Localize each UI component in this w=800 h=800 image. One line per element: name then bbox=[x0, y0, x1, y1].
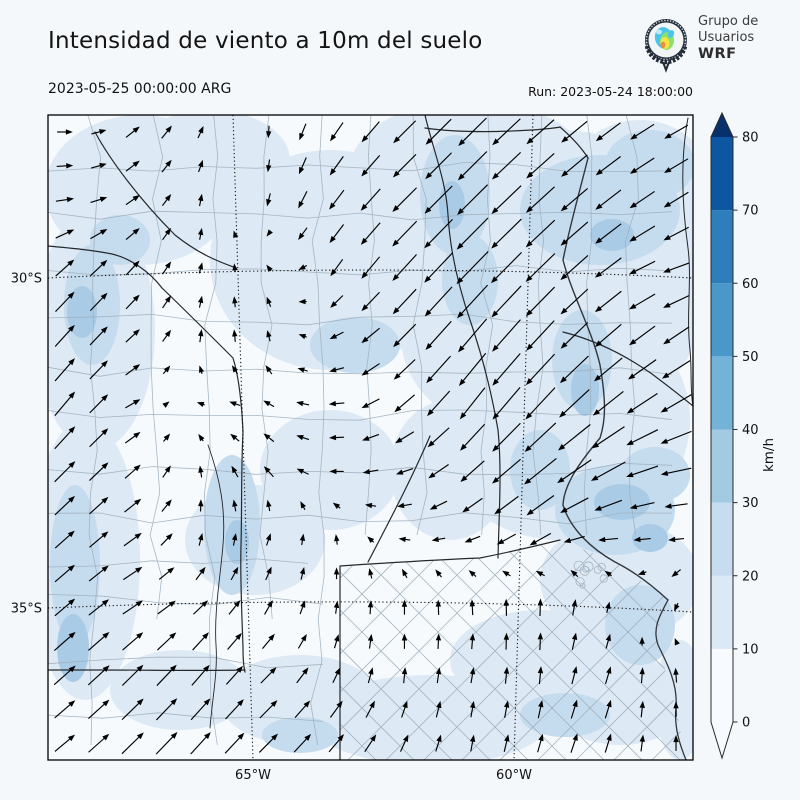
svg-text:60°W: 60°W bbox=[496, 768, 532, 783]
parallel-30s bbox=[48, 269, 693, 279]
latitude-tick-labels: 30°S 35°S bbox=[11, 272, 42, 617]
run-time-label: Run: 2023-05-24 18:00:00 bbox=[528, 84, 693, 99]
svg-text:50: 50 bbox=[742, 350, 759, 365]
page-title: Intensidad de viento a 10m del suelo bbox=[48, 28, 483, 54]
svg-text:30°S: 30°S bbox=[11, 272, 42, 287]
svg-text:0: 0 bbox=[742, 716, 750, 731]
department-boundaries bbox=[48, 115, 673, 746]
valid-time-label: 2023-05-25 00:00:00 ARG bbox=[48, 81, 232, 97]
svg-text:20: 20 bbox=[742, 569, 759, 584]
wind-arrows bbox=[53, 117, 692, 755]
svg-text:35°S: 35°S bbox=[11, 602, 42, 617]
longitude-tick-labels: 65°W 60°W bbox=[235, 768, 532, 783]
logo-line-1: Grupo de bbox=[698, 14, 759, 29]
svg-text:60: 60 bbox=[742, 277, 759, 292]
svg-text:65°W: 65°W bbox=[235, 768, 271, 783]
wrf-group-logo: Grupo de Usuarios WRF bbox=[638, 10, 798, 76]
wrf-logo-emblem-icon bbox=[644, 19, 688, 73]
map-frame bbox=[47, 114, 694, 761]
logo-line-3: WRF bbox=[698, 46, 737, 62]
colorbar: 0 10 20 30 40 50 60 70 80 bbox=[710, 111, 759, 760]
wrf-logo-text: Grupo de Usuarios WRF bbox=[698, 14, 758, 62]
logo-line-2: Usuarios bbox=[698, 30, 755, 45]
province-borders bbox=[48, 115, 693, 760]
colorbar-units-label: km/h bbox=[761, 438, 777, 472]
svg-text:70: 70 bbox=[742, 204, 759, 219]
svg-text:80: 80 bbox=[742, 131, 759, 146]
meridian-60w bbox=[513, 115, 534, 760]
svg-text:40: 40 bbox=[742, 423, 759, 438]
meridian-65w bbox=[232, 115, 254, 760]
svg-text:30: 30 bbox=[742, 496, 759, 511]
svg-text:10: 10 bbox=[742, 642, 759, 657]
